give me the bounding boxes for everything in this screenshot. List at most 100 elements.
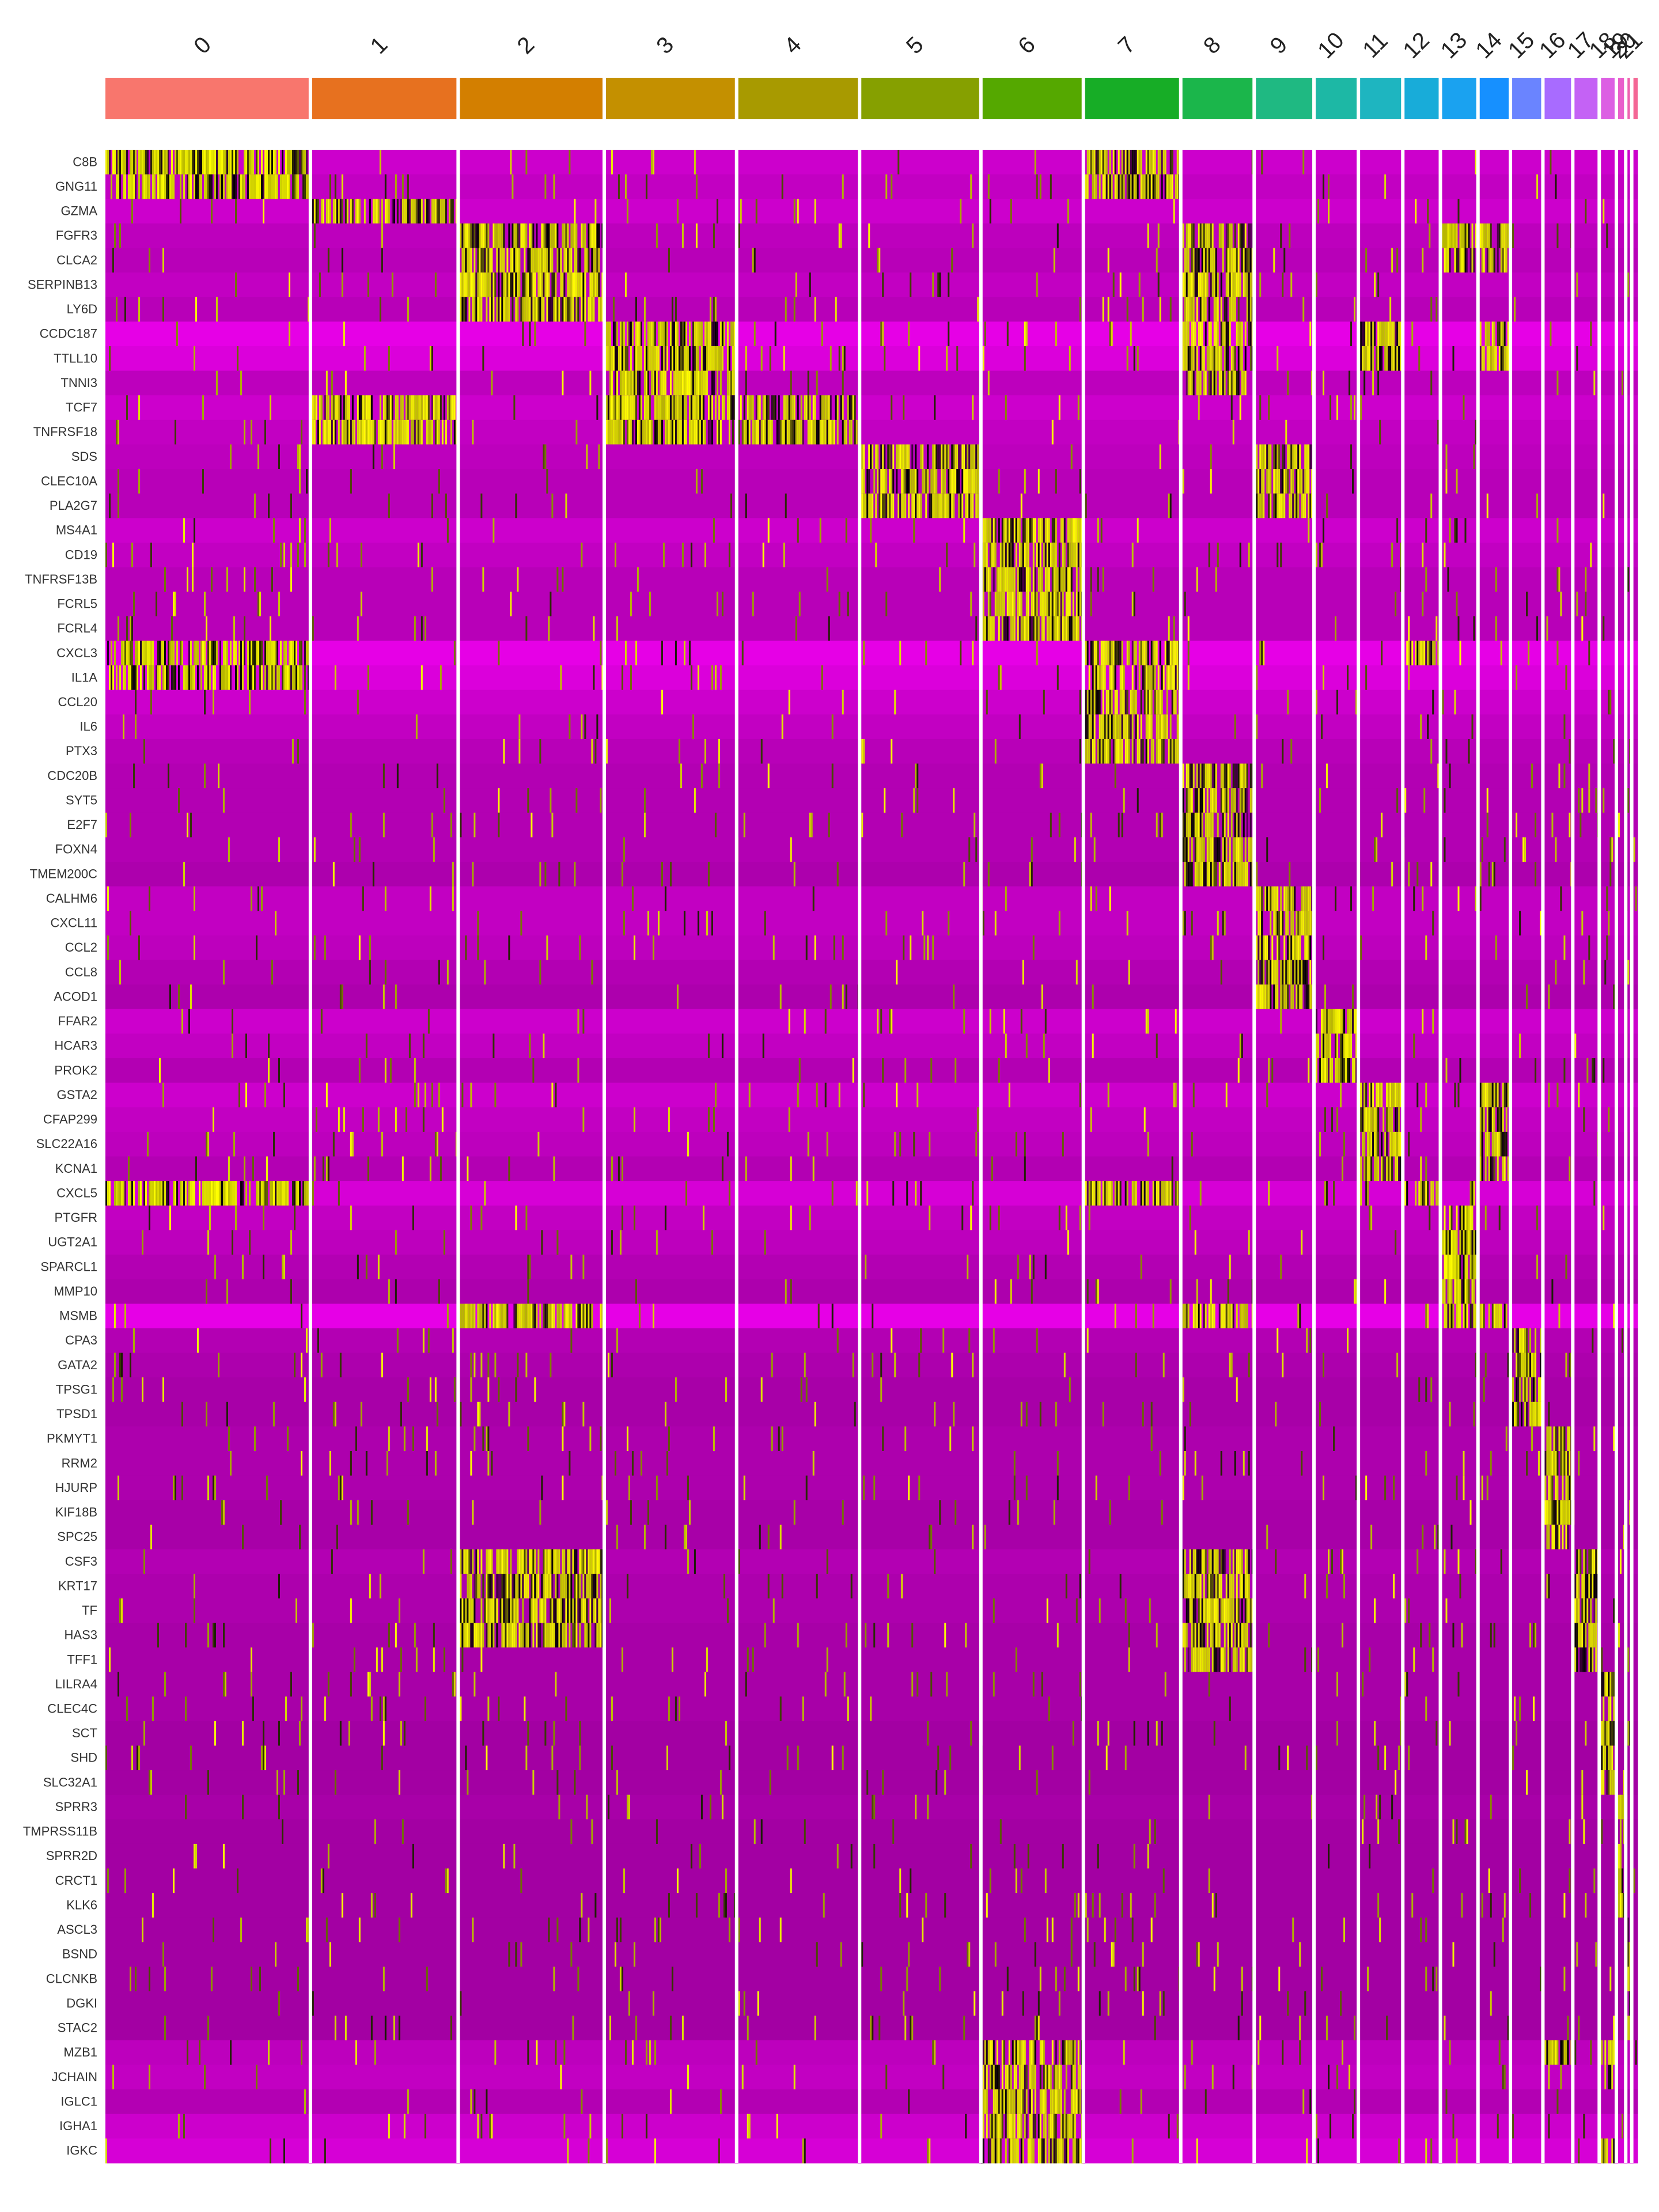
cell-stripe (1481, 346, 1483, 372)
cell-stripe (1020, 567, 1022, 592)
cell-stripe (640, 321, 642, 347)
cell-stripe (461, 223, 464, 248)
cell-CXCL3-21 (1631, 641, 1638, 666)
cell-stripe (518, 272, 521, 298)
cell-stripe (766, 419, 768, 445)
cell-stripe (1608, 911, 1610, 936)
cell-stripe (1075, 616, 1078, 641)
cell-stripe (393, 444, 395, 469)
cell-stripe (1018, 616, 1021, 641)
cell-stripe (501, 223, 503, 248)
cell-stripe (325, 370, 328, 396)
cell-stripe (1079, 592, 1081, 617)
cell-stripe (1369, 321, 1371, 347)
cell-SLC22A16-9 (1254, 1131, 1315, 1157)
cell-stripe (612, 419, 615, 445)
cell-stripe (1036, 592, 1038, 617)
cell-stripe (1097, 150, 1099, 175)
cell-CXCL3-3 (604, 641, 737, 666)
cell-stripe (194, 665, 195, 691)
cell-PLA2G7-10 (1314, 493, 1359, 518)
cell-stripe (1324, 1033, 1327, 1059)
cell-stripe (299, 469, 301, 494)
cell-stripe (1481, 837, 1483, 862)
cell-stripe (1022, 518, 1024, 543)
cell-stripe (332, 395, 335, 421)
cell-CXCL11-1 (310, 911, 459, 936)
cell-stripe (1449, 248, 1451, 273)
cell-stripe (1251, 297, 1253, 322)
cell-stripe (1328, 1058, 1330, 1084)
cell-stripe (657, 321, 660, 347)
cell-stripe (1243, 370, 1245, 396)
cell-stripe (1169, 174, 1172, 199)
cell-CLCA2-11 (1358, 248, 1403, 273)
cell-E2F7-0 (105, 812, 311, 838)
cell-stripe (1208, 812, 1210, 838)
cell-stripe (1060, 616, 1062, 641)
cell-stripe (1034, 518, 1036, 543)
cell-TCF7-19 (1616, 395, 1626, 421)
cell-stripe (1301, 886, 1303, 911)
cell-CALHM6-18 (1599, 886, 1617, 911)
cell-stripe (1182, 223, 1184, 248)
cell-SERPINB13-7 (1083, 272, 1181, 298)
cell-stripe (518, 223, 521, 248)
cell-stripe (302, 150, 304, 175)
cell-stripe (1382, 1107, 1385, 1132)
cell-stripe (1324, 984, 1327, 1010)
cell-stripe (1388, 1107, 1390, 1132)
cell-stripe (972, 444, 974, 469)
cell-stripe (1142, 738, 1144, 764)
cell-stripe (1389, 321, 1392, 347)
cell-stripe (1425, 641, 1427, 666)
cell-stripe (882, 321, 884, 347)
cell-stripe (477, 248, 479, 273)
cell-stripe (611, 395, 613, 421)
cell-GZMA-5 (859, 199, 982, 224)
cell-stripe (245, 150, 247, 175)
cell-stripe (339, 984, 342, 1010)
cell-stripe (313, 199, 316, 224)
cell-CLCA2-17 (1573, 248, 1600, 273)
cell-stripe (584, 272, 586, 298)
cell-stripe (1003, 592, 1005, 617)
cell-CCDC187-4 (736, 321, 860, 347)
cell-stripe (468, 272, 471, 298)
cell-stripe (372, 862, 374, 887)
cell-stripe (1131, 150, 1134, 175)
cell-stripe (624, 272, 627, 298)
cell-stripe (1164, 641, 1166, 666)
cell-stripe (612, 297, 615, 322)
cell-stripe (661, 346, 663, 372)
cell-stripe (967, 444, 969, 469)
cell-MS4A1-9 (1254, 518, 1315, 543)
cell-C8B-8 (1180, 150, 1255, 175)
cell-stripe (417, 199, 419, 224)
cell-stripe (1217, 346, 1219, 372)
cell-stripe (664, 886, 666, 911)
cell-stripe (1187, 665, 1190, 691)
cell-stripe (1463, 248, 1465, 273)
cell-stripe (714, 395, 717, 421)
cell-LY6D-16 (1543, 297, 1573, 322)
cell-stripe (1461, 223, 1463, 248)
cell-stripe (1208, 321, 1210, 347)
cell-stripe (434, 1131, 437, 1157)
cell-IL1A-19 (1616, 665, 1626, 691)
cell-stripe (1142, 174, 1144, 199)
cell-CLCA2-18 (1599, 248, 1617, 273)
cell-LY6D-10 (1314, 297, 1359, 322)
cell-stripe (1097, 738, 1099, 764)
cell-stripe (294, 174, 296, 199)
cell-stripe (264, 665, 266, 691)
cell-stripe (1457, 199, 1460, 224)
cell-stripe (491, 272, 493, 298)
cell-stripe (993, 616, 995, 641)
cell-stripe (1196, 297, 1198, 322)
cluster-color-bar (105, 78, 1638, 119)
cell-stripe (1381, 641, 1383, 666)
cell-stripe (1277, 984, 1279, 1010)
cell-stripe (1283, 984, 1286, 1010)
cell-E2F7-7 (1083, 812, 1181, 838)
